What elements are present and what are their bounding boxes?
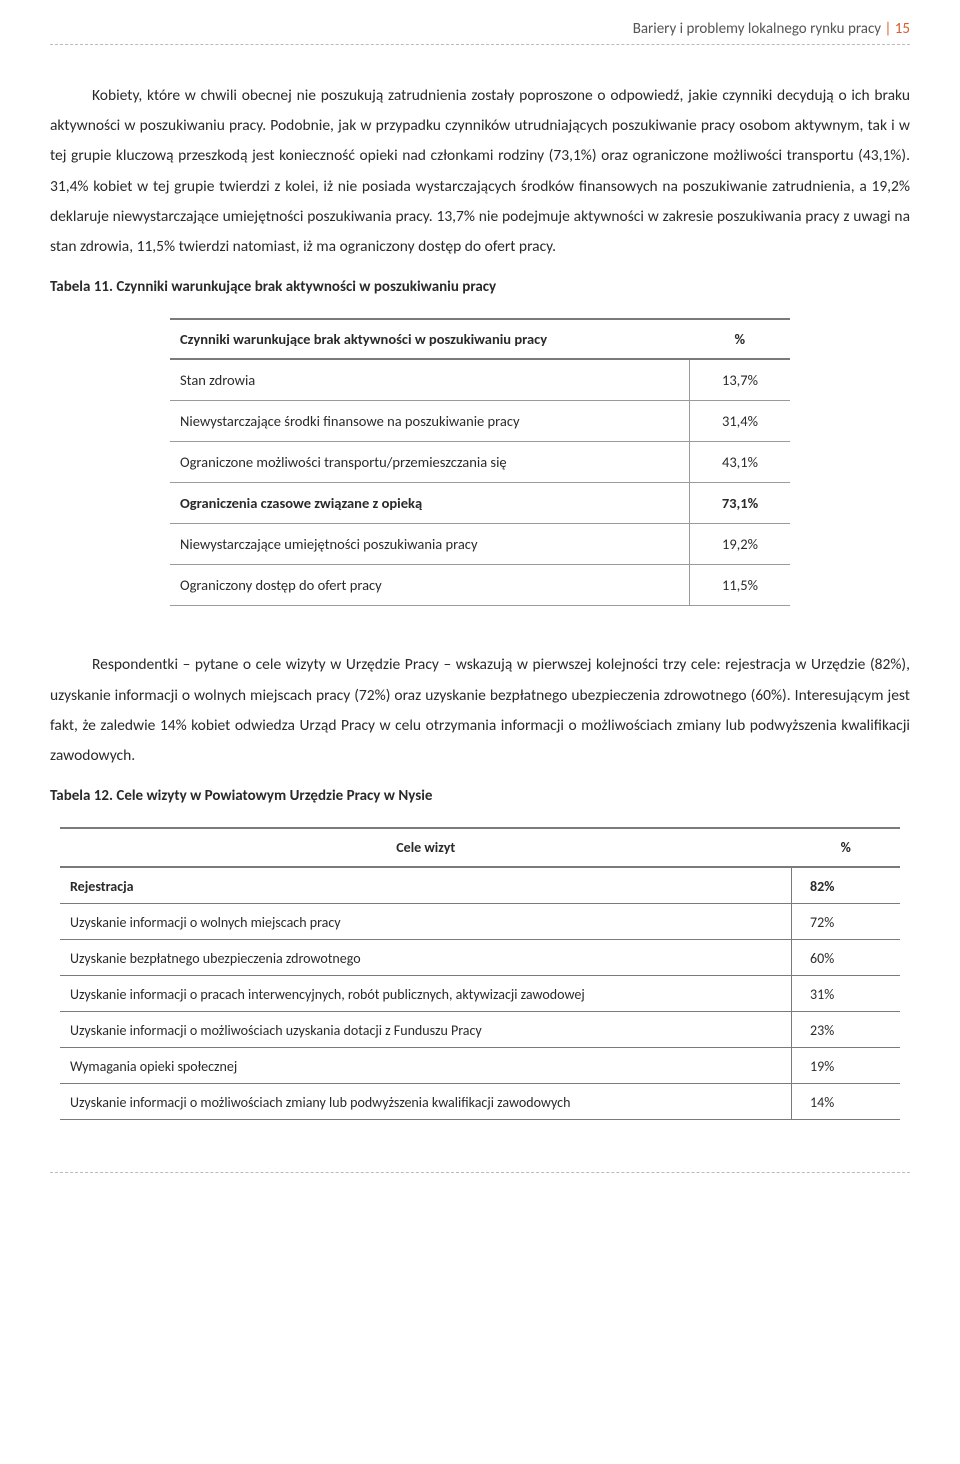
table-11-head-label: Czynniki warunkujące brak aktywności w p… xyxy=(170,319,690,359)
table-cell-label: Uzyskanie informacji o pracach interwenc… xyxy=(60,976,792,1012)
table-cell-pct: 31,4% xyxy=(690,401,791,442)
document-page: Bariery i problemy lokalnego rynku pracy… xyxy=(0,0,960,1213)
header-separator: | xyxy=(881,20,895,38)
table-11-caption: Tabela 11. Czynniki warunkujące brak akt… xyxy=(50,278,910,296)
table-12-head-label: Cele wizyt xyxy=(60,828,792,867)
table-row: Uzyskanie informacji o pracach interwenc… xyxy=(60,976,900,1012)
table-11-head-pct: % xyxy=(690,319,791,359)
table-cell-pct: 73,1% xyxy=(690,483,791,524)
table-cell-label: Ograniczenia czasowe związane z opieką xyxy=(170,483,690,524)
table-cell-pct: 13,7% xyxy=(690,359,791,401)
table-cell-label: Uzyskanie informacji o możliwościach uzy… xyxy=(60,1012,792,1048)
table-row: Uzyskanie informacji o możliwościach zmi… xyxy=(60,1084,900,1120)
table-cell-pct: 82% xyxy=(792,867,901,904)
table-row: Stan zdrowia13,7% xyxy=(170,359,790,401)
table-row: Niewystarczające środki finansowe na pos… xyxy=(170,401,790,442)
table-cell-pct: 11,5% xyxy=(690,565,791,606)
table-12: Cele wizyt % Rejestracja82%Uzyskanie inf… xyxy=(60,827,900,1120)
header-rule xyxy=(50,44,910,45)
table-row: Wymagania opieki społecznej19% xyxy=(60,1048,900,1084)
table-cell-label: Ograniczony dostęp do ofert pracy xyxy=(170,565,690,606)
table-12-caption: Tabela 12. Cele wizyty w Powiatowym Urzę… xyxy=(50,787,910,805)
table-11: Czynniki warunkujące brak aktywności w p… xyxy=(170,318,790,606)
table-cell-label: Stan zdrowia xyxy=(170,359,690,401)
table-cell-pct: 31% xyxy=(792,976,901,1012)
table-row: Niewystarczające umiejętności poszukiwan… xyxy=(170,524,790,565)
table-cell-pct: 60% xyxy=(792,940,901,976)
paragraph-1: Kobiety, które w chwili obecnej nie posz… xyxy=(50,81,910,262)
page-number: 15 xyxy=(895,20,910,38)
table-cell-pct: 72% xyxy=(792,904,901,940)
table-row: Uzyskanie informacji o możliwościach uzy… xyxy=(60,1012,900,1048)
table-cell-label: Niewystarczające umiejętności poszukiwan… xyxy=(170,524,690,565)
table-row: Uzyskanie bezpłatnego ubezpieczenia zdro… xyxy=(60,940,900,976)
table-cell-label: Wymagania opieki społecznej xyxy=(60,1048,792,1084)
table-12-head-pct: % xyxy=(792,828,901,867)
table-cell-pct: 14% xyxy=(792,1084,901,1120)
table-row: Uzyskanie informacji o wolnych miejscach… xyxy=(60,904,900,940)
table-cell-label: Ograniczone możliwości transportu/przemi… xyxy=(170,442,690,483)
table-row: Ograniczone możliwości transportu/przemi… xyxy=(170,442,790,483)
table-row: Ograniczenia czasowe związane z opieką73… xyxy=(170,483,790,524)
table-cell-label: Uzyskanie informacji o możliwościach zmi… xyxy=(60,1084,792,1120)
table-cell-label: Uzyskanie informacji o wolnych miejscach… xyxy=(60,904,792,940)
table-11-head-row: Czynniki warunkujące brak aktywności w p… xyxy=(170,319,790,359)
table-12-head-row: Cele wizyt % xyxy=(60,828,900,867)
table-cell-label: Rejestracja xyxy=(60,867,792,904)
table-cell-pct: 23% xyxy=(792,1012,901,1048)
table-row: Ograniczony dostęp do ofert pracy11,5% xyxy=(170,565,790,606)
paragraph-2: Respondentki – pytane o cele wizyty w Ur… xyxy=(50,650,910,771)
footer-rule xyxy=(50,1172,910,1173)
table-cell-label: Uzyskanie bezpłatnego ubezpieczenia zdro… xyxy=(60,940,792,976)
running-header: Bariery i problemy lokalnego rynku pracy… xyxy=(50,20,910,44)
table-cell-pct: 19,2% xyxy=(690,524,791,565)
table-cell-label: Niewystarczające środki finansowe na pos… xyxy=(170,401,690,442)
table-row: Rejestracja82% xyxy=(60,867,900,904)
table-cell-pct: 19% xyxy=(792,1048,901,1084)
header-title: Bariery i problemy lokalnego rynku pracy xyxy=(633,20,881,38)
table-cell-pct: 43,1% xyxy=(690,442,791,483)
